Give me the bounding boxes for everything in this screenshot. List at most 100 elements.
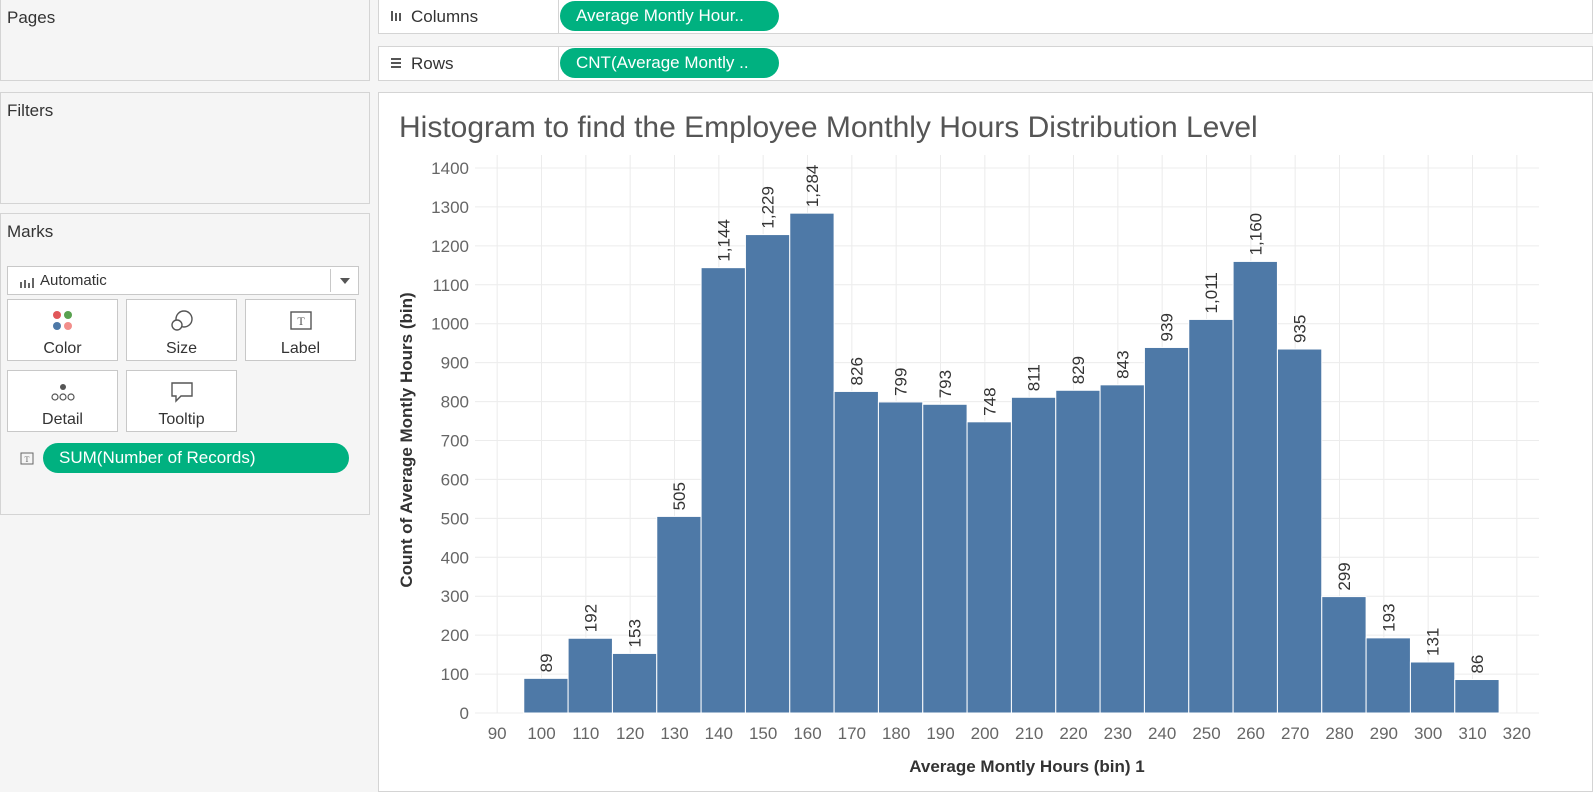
bar-value-label: 829 [1069,356,1088,384]
mark-type-value: Automatic [40,272,107,289]
x-tick-label: 250 [1192,724,1220,743]
y-tick-label: 0 [460,704,469,723]
svg-text:T: T [25,455,30,464]
y-tick-label: 200 [441,626,469,645]
columns-pill[interactable]: Average Montly Hour.. [560,1,779,31]
chevron-down-icon[interactable] [340,278,350,284]
marks-title: Marks [7,222,54,241]
marks-panel: Marks Automatic Color Size T Label Detai… [0,213,370,515]
bar-value-label: 811 [1025,364,1044,391]
y-tick-label: 600 [441,470,469,489]
x-tick-label: 270 [1281,724,1309,743]
filters-title: Filters [7,101,54,120]
sum-records-pill[interactable]: SUM(Number of Records) [43,443,349,473]
histogram-bar [1232,260,1278,714]
x-tick-label: 220 [1059,724,1087,743]
columns-label: Columns [411,7,479,26]
histogram-bar [1010,396,1057,714]
color-dots-icon [51,310,75,337]
histogram-bar [789,212,835,714]
x-tick-label: 280 [1325,724,1353,743]
y-tick-label: 700 [441,432,469,451]
y-axis-title: Count of Average Montly Hours (bin) [397,292,416,587]
bar-value-label: 1,284 [803,165,822,208]
histogram-bar [1055,389,1101,714]
y-tick-label: 800 [441,393,469,412]
histogram-bar [523,677,569,714]
rows-pill[interactable]: CNT(Average Montly .. [560,48,779,78]
x-tick-label: 300 [1414,724,1442,743]
y-tick-label: 1300 [431,198,469,217]
x-tick-label: 160 [793,724,821,743]
y-tick-label: 1100 [432,276,469,295]
x-tick-label: 230 [1104,724,1132,743]
histogram-bar [567,637,613,714]
bar-value-label: 131 [1424,628,1443,656]
y-tick-label: 300 [441,587,469,606]
x-tick-label: 290 [1370,724,1398,743]
bar-value-label: 748 [980,387,999,415]
histogram-bar [744,234,791,714]
label-label: Label [280,340,321,357]
histogram-bar [1321,596,1367,714]
histogram-bar [1276,348,1323,714]
dropdown-divider [330,269,331,292]
bar-value-label: 1,144 [714,219,733,262]
size-label: Size [165,340,198,357]
y-tick-label: 900 [441,354,469,373]
bar-value-label: 86 [1468,655,1487,674]
x-tick-label: 90 [488,724,507,743]
x-tick-label: 240 [1148,724,1176,743]
rows-shelf[interactable]: Rows CNT(Average Montly .. [378,46,1593,81]
y-tick-label: 400 [441,548,469,567]
label-button[interactable]: T Label [245,299,356,361]
bar-chart-icon [20,275,34,292]
y-tick-label: 1000 [431,315,469,334]
filters-panel[interactable]: Filters [0,92,370,204]
histogram-bar [966,421,1012,714]
detail-label: Detail [42,411,83,428]
detail-dots-icon [50,381,76,408]
label-text-icon: T [289,310,313,337]
detail-button[interactable]: Detail [7,370,118,432]
x-tick-label: 310 [1458,724,1486,743]
histogram-bar [1409,661,1456,714]
histogram-bar [1099,384,1145,714]
columns-icon [390,9,402,27]
x-tick-label: 110 [572,724,599,743]
histogram-bar [877,401,924,714]
chart-area: Histogram to find the Employee Monthly H… [378,92,1593,792]
y-tick-label: 500 [441,509,469,528]
bar-value-label: 1,160 [1246,213,1265,256]
x-tick-label: 150 [749,724,777,743]
x-tick-label: 200 [971,724,999,743]
bar-value-label: 793 [936,370,955,398]
bar-value-label: 1,011 [1202,272,1221,313]
tooltip-label: Tooltip [158,411,205,428]
rows-icon [390,56,402,74]
histogram-bar [700,267,746,714]
bar-value-label: 939 [1158,313,1177,341]
x-tick-label: 100 [527,724,555,743]
label-field-icon: T [20,452,34,471]
x-axis-title: Average Montly Hours (bin) 1 [909,757,1145,776]
color-button[interactable]: Color [7,299,118,361]
chart-title: Histogram to find the Employee Monthly H… [399,111,1258,144]
mark-type-dropdown[interactable]: Automatic [7,266,359,295]
x-tick-label: 120 [616,724,644,743]
size-circles-icon [170,310,194,337]
bar-value-label: 89 [537,653,556,672]
bar-value-label: 799 [892,368,911,396]
tooltip-button[interactable]: Tooltip [126,370,237,432]
size-button[interactable]: Size [126,299,237,361]
rows-label: Rows [411,54,454,73]
y-tick-label: 100 [441,665,469,684]
histogram-bar [1143,346,1190,714]
x-tick-label: 320 [1503,724,1531,743]
rows-shelf-header: Rows [379,47,559,80]
columns-shelf[interactable]: Columns Average Montly Hour.. [378,0,1593,34]
color-label: Color [43,340,82,357]
bar-value-label: 1,229 [759,186,778,229]
x-tick-label: 210 [1015,724,1043,743]
histogram-chart: 0 100 200 300 400 500 600 700 800 900 1000 1100 1200… [397,155,1539,776]
